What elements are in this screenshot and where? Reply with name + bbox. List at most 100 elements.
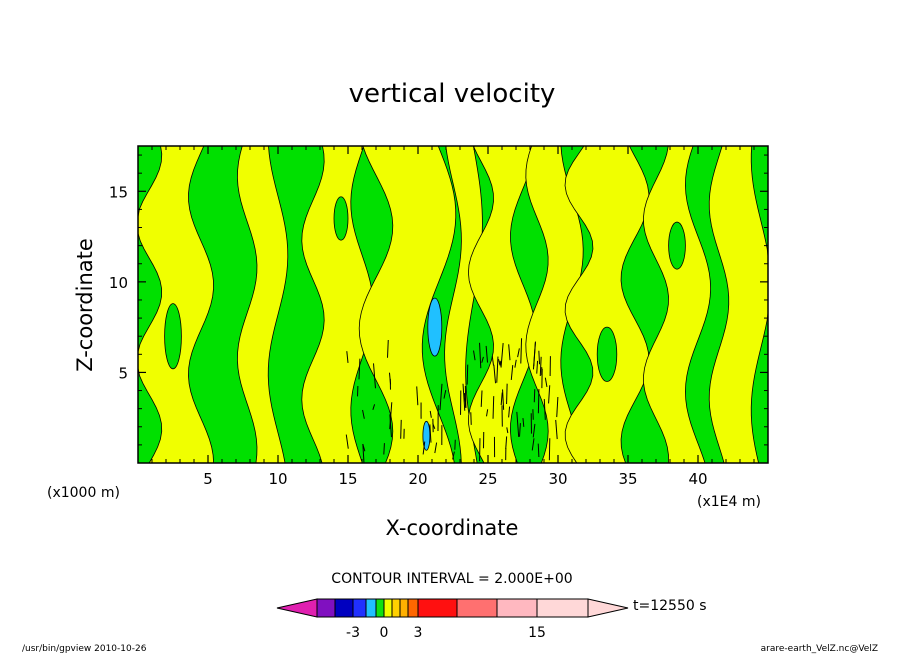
x-tick-label: 30 [548, 470, 567, 488]
contour-squiggle [429, 410, 432, 418]
contour-squiggle [539, 356, 542, 377]
colorbar-high-arrow [587, 598, 629, 618]
colorbar-tick-label: 15 [528, 625, 546, 641]
contour-squiggle [508, 406, 511, 418]
contour-squiggle [531, 438, 535, 451]
contour-squiggle [506, 427, 509, 434]
contour-squiggle [544, 377, 548, 388]
plot-frame [137, 145, 769, 464]
contour-squiggle [473, 350, 476, 361]
colorbar-segment [316, 598, 336, 618]
contour-squiggle [517, 348, 520, 358]
contour-squiggle [389, 414, 392, 438]
x-tick-label: 15 [338, 470, 357, 488]
colorbar-segment [334, 598, 354, 618]
contour-squiggle [500, 343, 504, 367]
downdraft-pocket [596, 326, 618, 382]
contour-squiggle [498, 359, 501, 366]
contour-squiggle [452, 451, 455, 460]
colorbar-tick-label: -3 [346, 625, 360, 641]
colorbar-low-arrow [276, 598, 318, 618]
contour-squiggle [532, 342, 536, 370]
contour-squiggle [434, 442, 438, 454]
colorbar-segment [496, 598, 538, 618]
y-tick-label: 10 [109, 274, 128, 292]
colorbar-segment [352, 598, 367, 618]
footer-right: arare-earth_VelZ.nc@VelZ [761, 644, 878, 654]
y-axis-ticks: 5 10 15 [109, 154, 768, 446]
contour-squiggle [479, 342, 482, 369]
contour-squiggle [466, 364, 469, 385]
contour-squiggle [429, 424, 432, 443]
x-tick-label: 20 [408, 470, 427, 488]
y-tick-label: 5 [118, 364, 128, 382]
contour-squiggle [520, 338, 523, 364]
colorbar-segment [391, 598, 401, 618]
contour-squiggle [537, 443, 540, 458]
chart-title: vertical velocity [349, 79, 556, 109]
colorbar-ticks: -3 0 3 15 [346, 625, 546, 641]
contour-squiggle [532, 423, 536, 438]
contour-squiggle [533, 389, 536, 403]
plot-area [137, 145, 769, 464]
contour-squiggle [493, 364, 497, 384]
contour-squiggle [510, 364, 514, 381]
contour-squiggle [500, 392, 503, 406]
y-axis-label: Z-coordinate [73, 238, 97, 372]
strong-downdraft [427, 297, 443, 357]
x-units-label: (x1E4 m) [697, 494, 761, 510]
x-tick-label: 40 [688, 470, 707, 488]
contour-squiggle [508, 344, 511, 361]
colorbar-segment [383, 598, 393, 618]
contour-squiggle [422, 441, 426, 455]
contour-interval-label: CONTOUR INTERVAL = 2.000E+00 [331, 571, 572, 587]
contour-squiggle [502, 389, 505, 410]
contour-squiggle [486, 409, 489, 417]
y-units-label: (x1000 m) [47, 485, 120, 501]
colorbar-segment [407, 598, 419, 618]
contour-squiggle [556, 396, 559, 418]
colorbar-segment [536, 598, 589, 618]
contour-squiggle [362, 443, 366, 452]
contour-squiggle [516, 411, 520, 438]
colorbar-tick-label: 3 [414, 625, 423, 641]
colorbar [276, 598, 629, 618]
contour-squiggle [443, 390, 447, 399]
x-tick-label: 25 [478, 470, 497, 488]
downdraft-pocket [333, 196, 349, 241]
contour-squiggle [506, 383, 508, 405]
contour-squiggle [400, 419, 402, 439]
contour-squiggle [464, 386, 467, 408]
velocity-field [137, 145, 769, 464]
contour-squiggle [383, 443, 385, 455]
contour-squiggle [358, 358, 361, 380]
contour-squiggle [485, 345, 489, 363]
downdraft-pocket [164, 303, 182, 370]
contour-squiggle [538, 350, 541, 365]
contour-squiggle [389, 402, 393, 430]
contour-squiggle [362, 443, 365, 463]
x-axis-label: X-coordinate [386, 516, 519, 540]
y-tick-label: 15 [109, 183, 128, 201]
contour-squiggle [491, 356, 494, 366]
colorbar-segment [456, 598, 498, 618]
contour-squiggle [346, 351, 349, 363]
time-label: t=12550 s [633, 598, 707, 614]
contour-squiggle [492, 396, 495, 419]
contour-squiggle [387, 339, 389, 358]
contour-squiggle [496, 356, 499, 383]
contour-squiggle [481, 356, 484, 363]
contour-squiggle [522, 418, 525, 427]
contour-squiggle [439, 383, 443, 411]
x-axis-ticks: 5 10 15 20 25 30 35 40 [151, 146, 755, 488]
contour-squiggle [555, 419, 558, 440]
contour-squiggle [519, 423, 521, 437]
contour-squiggle [537, 389, 540, 414]
contour-squiggle [416, 386, 419, 406]
contour-squiggle [543, 399, 546, 420]
contour-squiggle [505, 436, 508, 450]
contour-squiggle [432, 423, 436, 429]
contour-squiggle [362, 409, 365, 419]
x-tick-label: 10 [268, 470, 287, 488]
contour-squiggle [480, 390, 483, 407]
